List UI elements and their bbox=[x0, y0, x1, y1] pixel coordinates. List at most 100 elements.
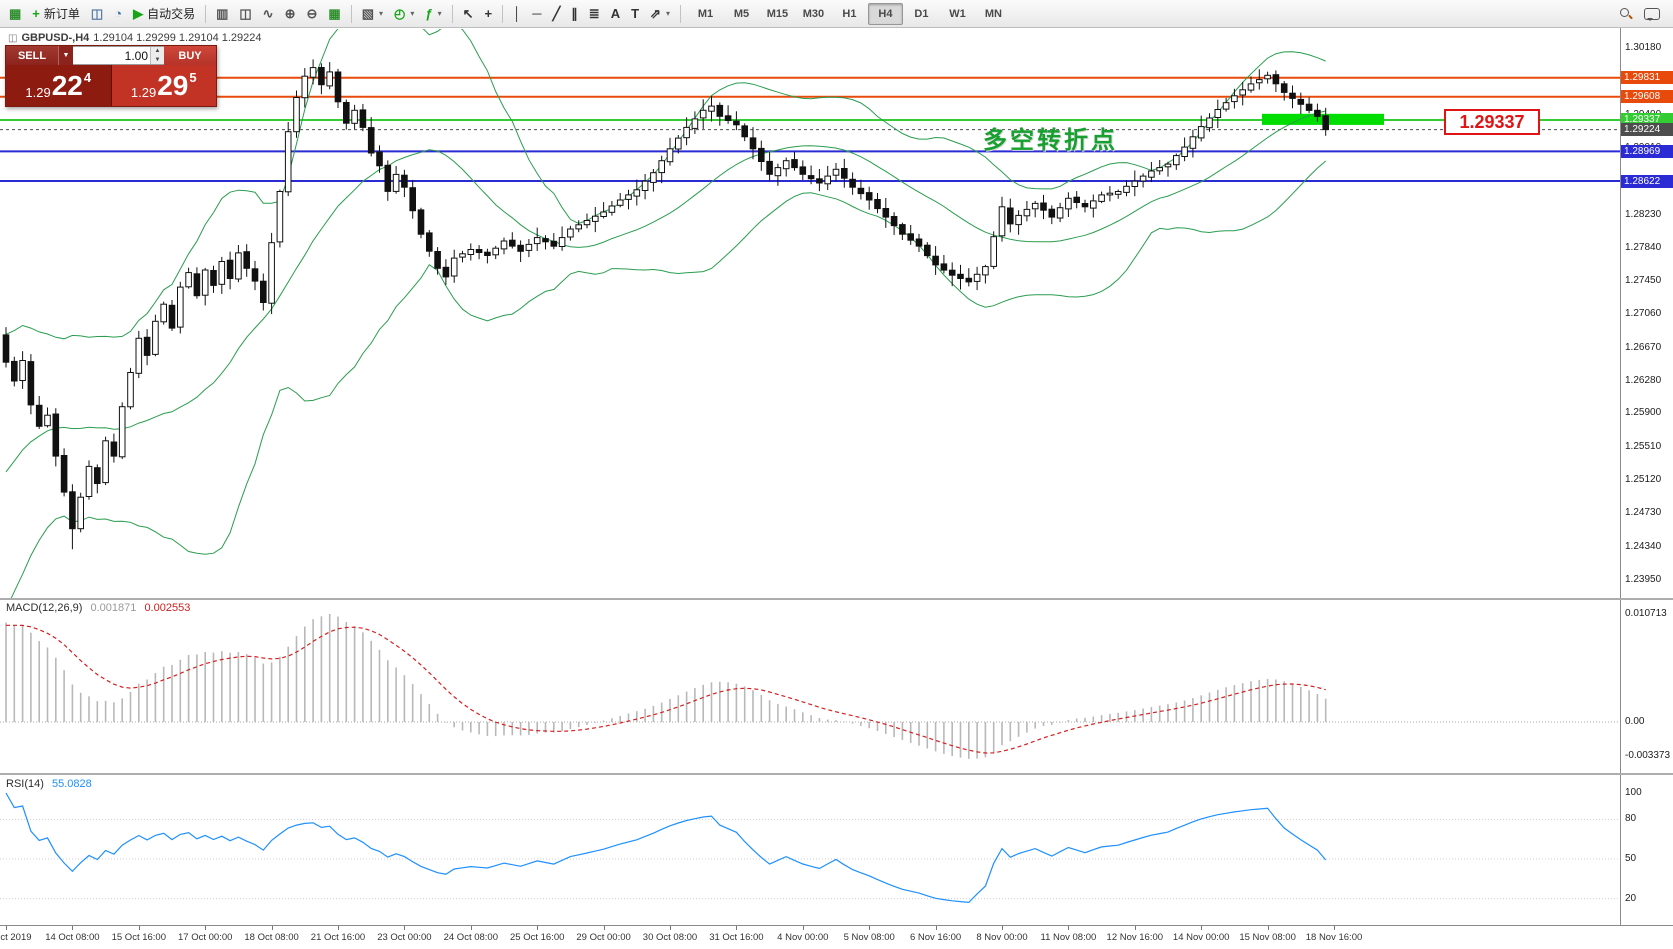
chart-mini-icon: ◫ bbox=[8, 32, 18, 44]
text-icon[interactable]: A bbox=[606, 2, 625, 26]
time-tick bbox=[72, 926, 74, 930]
new-order-button[interactable]: + 新订单 bbox=[27, 2, 85, 26]
timeframe-h4[interactable]: H4 bbox=[867, 2, 903, 25]
time-tick bbox=[670, 926, 671, 930]
fibonacci-icon: ≣ bbox=[588, 6, 600, 21]
price-badge-resistance-2: 1.29608 bbox=[1621, 90, 1673, 104]
time-label: 15 Nov 08:00 bbox=[1239, 932, 1296, 943]
timeframe-mn[interactable]: MN bbox=[984, 7, 1002, 20]
price-badge-support-2: 1.28622 bbox=[1621, 174, 1673, 188]
chart-annotation-text[interactable]: 多空转折点 bbox=[983, 127, 1118, 154]
zoom-out-icon[interactable]: ⊖ bbox=[301, 2, 322, 26]
channel-icon[interactable]: ∥ bbox=[566, 2, 583, 26]
volume-stepper[interactable]: ▲ ▼ bbox=[150, 47, 164, 64]
time-label: 29 Oct 00:00 bbox=[576, 932, 631, 943]
order-type-dropdown[interactable]: ▼ bbox=[58, 46, 73, 65]
time-tick bbox=[470, 926, 472, 930]
text-label-icon: T bbox=[631, 6, 640, 21]
timeframe-group: M1 M5 M15 M30 H1 H4 D1 W1 MN bbox=[688, 2, 1011, 25]
price-tick: 1.24730 bbox=[1625, 507, 1662, 519]
macd-signal-line bbox=[6, 624, 1326, 754]
buy-price-prefix: 1.29 bbox=[130, 85, 157, 100]
chevron-down-icon: ▾ bbox=[665, 9, 670, 18]
vertical-line-icon[interactable]: │ bbox=[508, 2, 526, 26]
time-label: 5 Nov 08:00 bbox=[843, 932, 895, 943]
cursor-icon[interactable]: ↖ bbox=[458, 2, 479, 26]
price-callout-label[interactable]: 1.29337 bbox=[1444, 109, 1540, 135]
market-watch-icon: ◔ bbox=[114, 6, 123, 21]
sell-price-prefix: 1.29 bbox=[25, 85, 51, 100]
chart-window-icon[interactable]: ◫ bbox=[86, 2, 108, 26]
horizontal-line-icon[interactable]: ─ bbox=[527, 2, 546, 26]
sell-price-big: 22 bbox=[51, 69, 83, 101]
price-tick: 1.24340 bbox=[1625, 540, 1662, 552]
main-toolbar: ▦ + 新订单 ◫ ◔ ▶ 自动交易 ▥ ◫ ∿ ⊕ ⊖ ▦ ▧ ▾ ◴ ▾ ƒ ▾ ↖ + │ ─ ╱ ∥ ≣ A T ⇗ ▾ M1 M5 M… bbox=[0, 0, 1673, 28]
chevron-down-icon: ▾ bbox=[410, 9, 415, 18]
time-label: 14 Oct 08:00 bbox=[45, 932, 100, 943]
timeframe-m1[interactable]: M1 bbox=[697, 7, 714, 20]
macd-layer[interactable] bbox=[0, 614, 1620, 759]
timeframe-m30[interactable]: M30 bbox=[802, 7, 825, 20]
timeframe-d1[interactable]: D1 bbox=[914, 7, 929, 20]
chat-icon[interactable] bbox=[1639, 2, 1665, 26]
main-chart-layer[interactable] bbox=[0, 8, 1620, 610]
toolbar-separator bbox=[451, 4, 453, 23]
sell-price-pip: 4 bbox=[83, 70, 92, 85]
macd-axis-tick: 0.010713 bbox=[1625, 608, 1667, 619]
toolbar-separator bbox=[205, 4, 207, 23]
price-badge-support-1: 1.28969 bbox=[1621, 144, 1673, 158]
time-tick bbox=[1068, 926, 1070, 930]
time-tick bbox=[603, 926, 605, 930]
arrows-icon[interactable]: ⇗ ▾ bbox=[645, 2, 675, 26]
trendline-icon[interactable]: ╱ bbox=[547, 2, 565, 26]
search-icon[interactable] bbox=[1614, 2, 1637, 26]
timeframe-h1[interactable]: H1 bbox=[842, 7, 857, 20]
line-chart-icon[interactable]: ∿ bbox=[258, 2, 279, 26]
price-axis[interactable]: 1.301801.297901.294001.290101.286201.282… bbox=[1620, 28, 1673, 925]
time-label: 12 Nov 16:00 bbox=[1106, 932, 1164, 943]
buy-button[interactable]: BUY bbox=[164, 46, 216, 65]
tile-windows-icon[interactable]: ▦ bbox=[323, 2, 345, 26]
time-tick bbox=[869, 926, 871, 930]
time-label: 15 Oct 16:00 bbox=[111, 932, 166, 943]
buy-price-big: 29 bbox=[157, 69, 189, 101]
candlestick-chart-icon[interactable]: ◫ bbox=[234, 2, 256, 26]
zoom-in-icon[interactable]: ⊕ bbox=[280, 2, 301, 26]
sell-price-button[interactable]: 1.29 22 4 bbox=[6, 65, 112, 106]
timeframe-w1[interactable]: W1 bbox=[949, 7, 966, 20]
app-icon[interactable]: ▦ bbox=[4, 2, 26, 26]
new-chart-icon[interactable]: ▧ ▾ bbox=[357, 2, 388, 26]
indicators-icon: ƒ bbox=[425, 6, 433, 21]
panel-separator-macd[interactable] bbox=[0, 598, 1673, 600]
timeframe-m15[interactable]: M15 bbox=[766, 7, 789, 20]
bollinger-lower-band bbox=[10, 160, 1327, 598]
fibonacci-icon[interactable]: ≣ bbox=[584, 2, 605, 26]
chat-icon bbox=[1644, 8, 1660, 21]
price-badge-resistance-1: 1.29831 bbox=[1621, 71, 1673, 85]
autotrading-button[interactable]: ▶ 自动交易 bbox=[128, 2, 200, 26]
volume-down-icon[interactable]: ▼ bbox=[154, 56, 161, 63]
time-label: 21 Oct 16:00 bbox=[310, 932, 366, 943]
volume-up-icon[interactable]: ▲ bbox=[154, 48, 161, 55]
trendline-icon: ╱ bbox=[552, 6, 561, 21]
rsi-axis-tick: 50 bbox=[1625, 853, 1637, 864]
time-axis[interactable]: 11 Oct 2019 14 Oct 08:00 15 Oct 16:00 17 Oc… bbox=[0, 925, 1673, 949]
timeframe-m5[interactable]: M5 bbox=[733, 7, 750, 20]
crosshair-icon[interactable]: + bbox=[480, 2, 498, 26]
volume-input[interactable] bbox=[73, 47, 150, 64]
price-tick: 1.27840 bbox=[1625, 241, 1662, 253]
indicators-icon[interactable]: ƒ ▾ bbox=[420, 2, 446, 26]
price-tick: 1.27450 bbox=[1625, 275, 1662, 287]
horizontal-line-icon: ─ bbox=[532, 6, 542, 21]
rsi-label: RSI(14) 55.0828 bbox=[6, 778, 92, 790]
buy-price-button[interactable]: 1.29 29 5 bbox=[111, 65, 216, 106]
sell-button[interactable]: SELL bbox=[6, 46, 58, 65]
profiles-icon[interactable]: ◴ ▾ bbox=[389, 2, 419, 26]
market-watch-icon[interactable]: ◔ bbox=[109, 2, 127, 26]
time-tick bbox=[935, 926, 937, 930]
bar-chart-icon[interactable]: ▥ bbox=[211, 2, 233, 26]
text-label-icon[interactable]: T bbox=[626, 2, 644, 26]
panel-separator-rsi[interactable] bbox=[0, 773, 1673, 775]
rsi-layer[interactable] bbox=[0, 792, 1620, 904]
